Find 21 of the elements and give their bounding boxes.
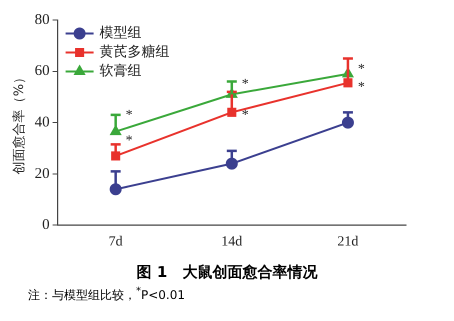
y-tick-label: 0 [42, 217, 50, 234]
x-tick-label: 21d [337, 234, 358, 250]
y-tick-label: 40 [34, 114, 50, 131]
text: 注：与模型组比较，$^{*}$P<0.01 [27, 286, 186, 304]
x-tick-label: 7d [108, 234, 123, 250]
y-tick-label: 20 [34, 166, 50, 182]
point [342, 116, 354, 129]
text: 图 1 大鼠创面愈合率情况 [136, 263, 318, 282]
annotation: * [358, 80, 365, 95]
y-tick-label: 60 [34, 63, 50, 80]
legend-label: 软膏组 [100, 63, 142, 80]
y-axis-title: 创面愈合率（%） [11, 70, 28, 174]
annotation: * [126, 108, 133, 124]
annotation: * [242, 108, 249, 124]
annotation: * [242, 77, 249, 92]
x-tick-label: 14d [221, 234, 242, 250]
annotation: * [358, 62, 365, 77]
y-tick-label: 80 [34, 12, 50, 28]
legend-label: 模型组 [100, 25, 142, 42]
legend-label: 黄芪多糖组 [100, 44, 170, 60]
annotation: * [126, 134, 133, 149]
